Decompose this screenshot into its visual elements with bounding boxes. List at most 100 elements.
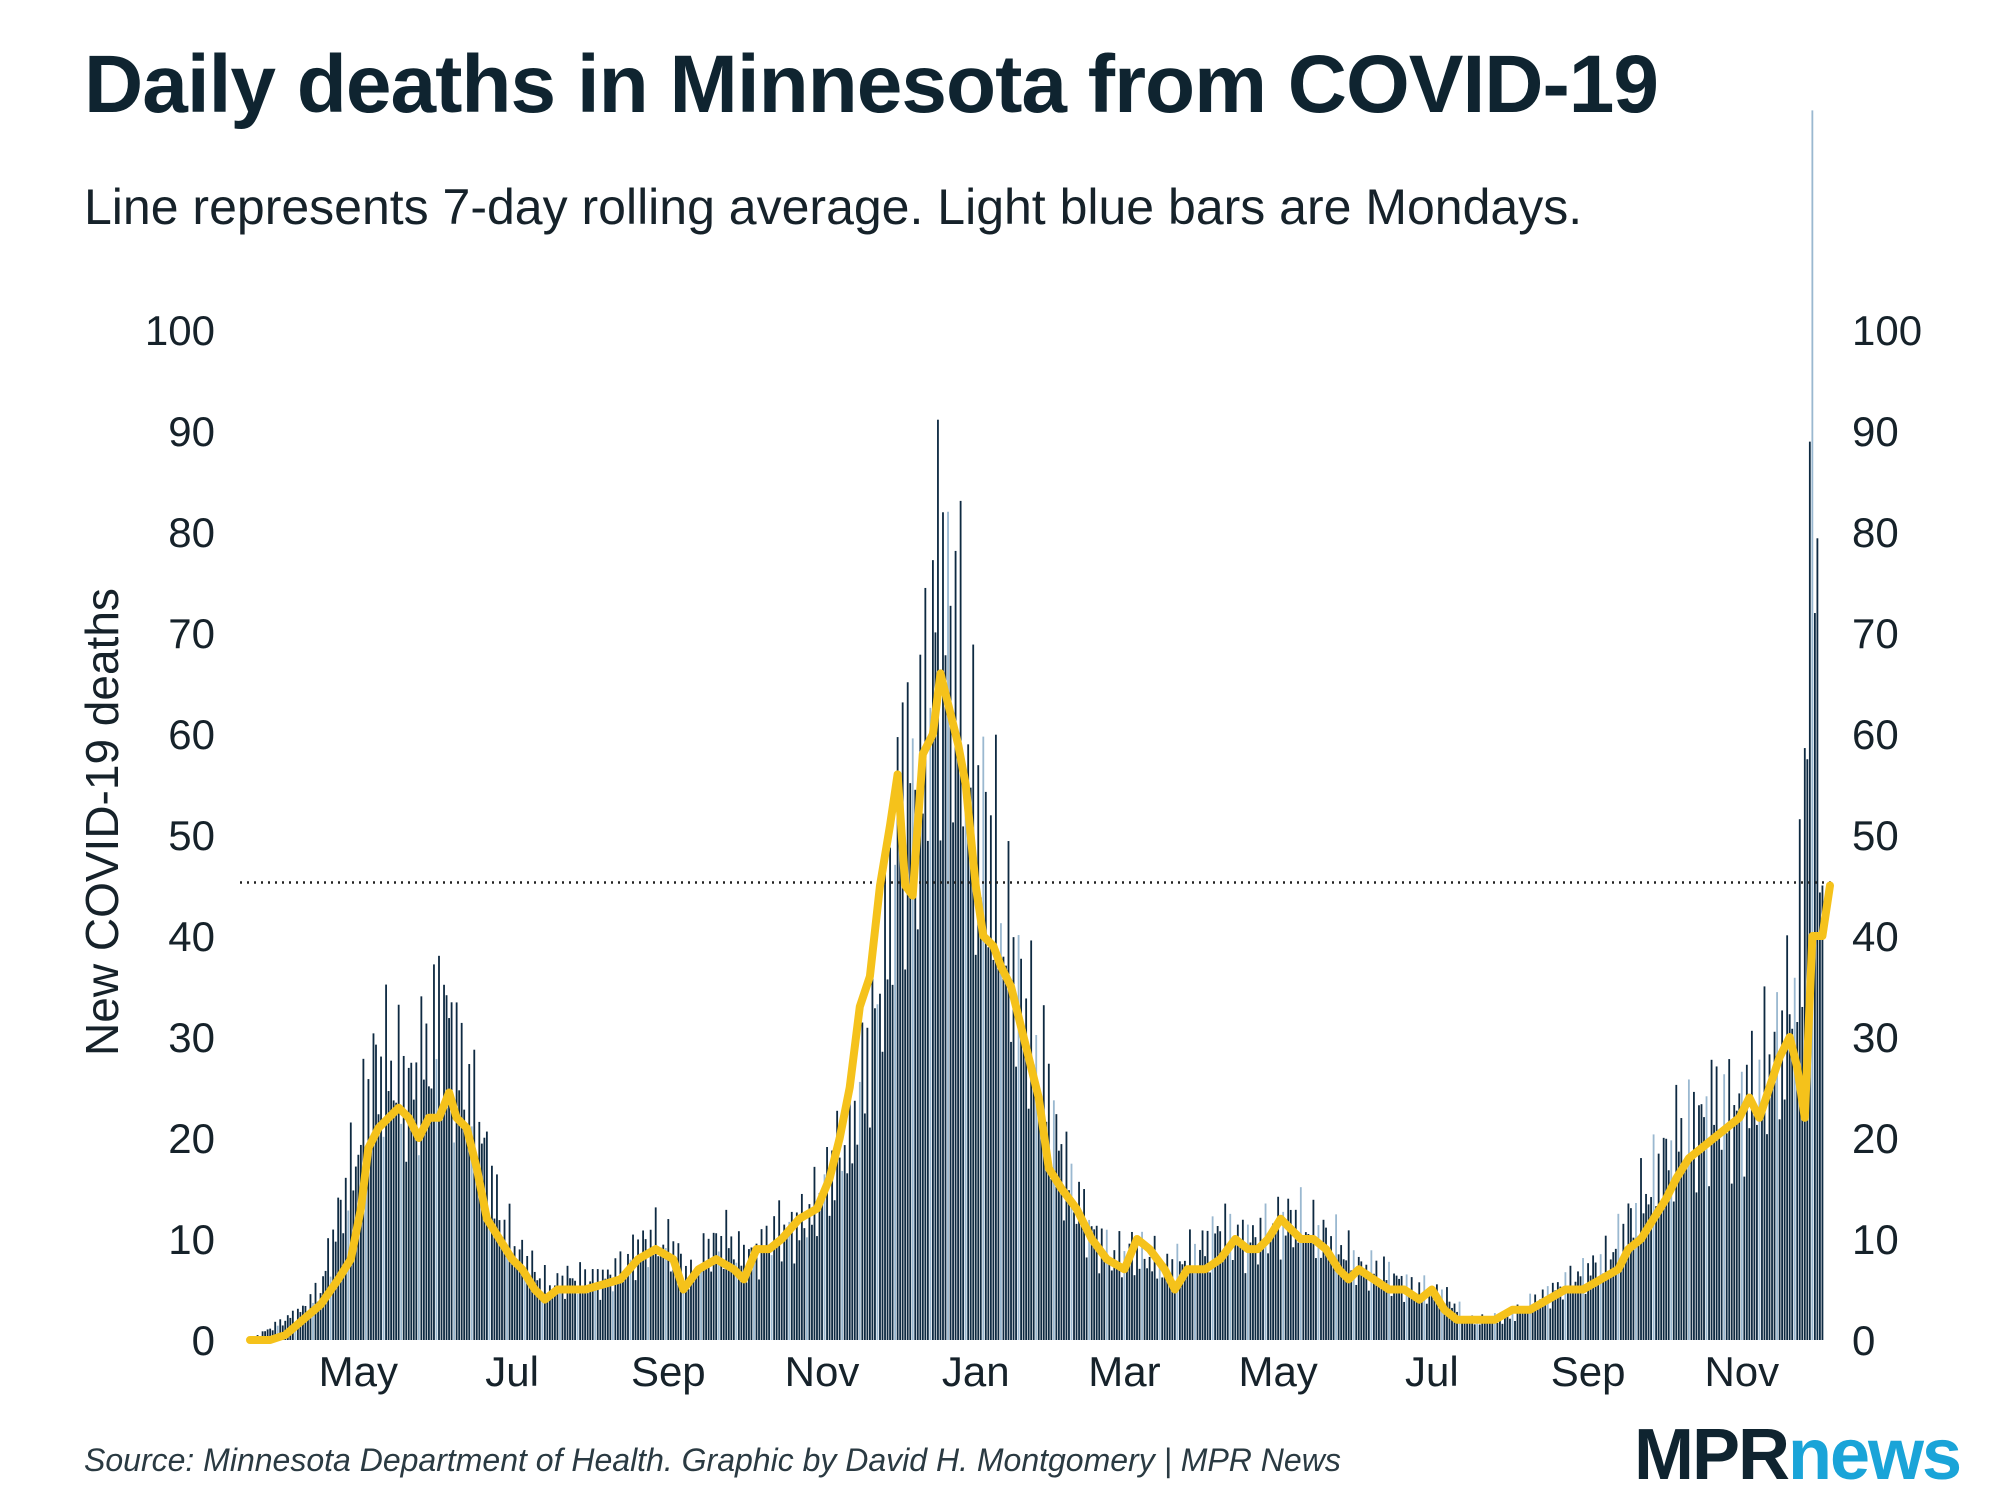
- daily-bar: [1335, 1214, 1337, 1340]
- daily-bar: [1821, 885, 1824, 1340]
- daily-bar: [1383, 1256, 1385, 1340]
- daily-bar: [1577, 1271, 1579, 1340]
- daily-bar: [1156, 1278, 1159, 1340]
- daily-bar: [1763, 986, 1766, 1340]
- daily-bar: [755, 1243, 758, 1340]
- daily-bar: [1330, 1236, 1332, 1340]
- daily-bar: [1708, 1186, 1710, 1340]
- daily-bar: [972, 644, 975, 1340]
- daily-bar: [1441, 1289, 1443, 1340]
- daily-bar: [485, 1131, 488, 1340]
- daily-bar: [1723, 1074, 1726, 1340]
- daily-bar: [916, 929, 919, 1340]
- daily-bar: [375, 1044, 377, 1340]
- daily-bar: [962, 826, 965, 1340]
- daily-bar: [359, 1144, 362, 1340]
- y-tick-label-left: 0: [192, 1317, 215, 1364]
- daily-bar: [1226, 1243, 1229, 1340]
- daily-bar: [680, 1253, 682, 1340]
- daily-bar: [1047, 1063, 1050, 1340]
- daily-bar: [1090, 1226, 1093, 1340]
- daily-bar: [798, 1240, 801, 1340]
- daily-bar: [778, 1200, 781, 1340]
- daily-bar: [906, 682, 909, 1340]
- daily-bar: [1602, 1273, 1605, 1340]
- daily-bar: [1151, 1271, 1154, 1340]
- daily-bar: [1448, 1301, 1451, 1340]
- daily-bar: [1390, 1295, 1393, 1340]
- daily-bar: [677, 1243, 680, 1340]
- daily-bar: [1675, 1084, 1678, 1340]
- daily-bar: [1662, 1137, 1665, 1340]
- daily-bar: [1768, 1054, 1771, 1340]
- daily-bar: [307, 1313, 309, 1340]
- daily-bar: [337, 1197, 340, 1340]
- daily-bar: [569, 1278, 571, 1340]
- daily-bar: [654, 1207, 657, 1340]
- daily-bar: [1120, 1277, 1123, 1340]
- daily-bar: [475, 1181, 478, 1340]
- daily-bar: [949, 605, 952, 1340]
- daily-bar: [1136, 1241, 1138, 1340]
- daily-bar: [599, 1299, 602, 1340]
- daily-bar: [1040, 1100, 1043, 1340]
- daily-bar: [1660, 1213, 1663, 1340]
- daily-bar: [1095, 1225, 1098, 1340]
- daily-bar: [725, 1209, 728, 1340]
- daily-bar: [261, 1331, 264, 1340]
- chart-title: Daily deaths in Minnesota from COVID-19: [84, 39, 1659, 130]
- daily-bar: [1808, 441, 1811, 1340]
- daily-bar: [833, 1200, 836, 1340]
- daily-bar: [1481, 1314, 1484, 1340]
- daily-bar: [1017, 935, 1020, 1340]
- daily-bar: [989, 815, 992, 1340]
- daily-bar: [1178, 1261, 1181, 1340]
- daily-bar: [768, 1251, 771, 1340]
- daily-bar: [1365, 1264, 1368, 1340]
- daily-bar: [1060, 1144, 1063, 1340]
- daily-bar: [1604, 1235, 1607, 1340]
- y-tick-label-right: 80: [1852, 509, 1899, 556]
- daily-bar: [1451, 1307, 1453, 1340]
- daily-bar: [1778, 1119, 1781, 1340]
- daily-bar: [1110, 1270, 1113, 1340]
- daily-bar: [821, 1204, 823, 1340]
- daily-bar: [488, 1223, 491, 1340]
- daily-bar: [735, 1262, 738, 1340]
- daily-bar: [571, 1278, 574, 1340]
- daily-bar: [1781, 1010, 1784, 1340]
- daily-bar: [1561, 1299, 1564, 1340]
- daily-bar: [811, 1224, 813, 1340]
- daily-bar: [1189, 1229, 1191, 1340]
- daily-bar: [1244, 1273, 1247, 1340]
- daily-bar: [869, 1127, 871, 1340]
- daily-bar: [319, 1293, 322, 1340]
- daily-bar: [1640, 1158, 1642, 1340]
- daily-bar: [1728, 1059, 1731, 1340]
- daily-bar: [1342, 1259, 1345, 1340]
- daily-bar: [1529, 1293, 1532, 1340]
- daily-bar: [1587, 1263, 1589, 1340]
- daily-bar: [1201, 1230, 1204, 1340]
- daily-bar: [1478, 1324, 1481, 1340]
- daily-bar: [889, 847, 891, 1340]
- daily-bar: [619, 1251, 622, 1340]
- daily-bar: [1395, 1275, 1398, 1340]
- daily-bar: [901, 702, 904, 1340]
- daily-bar: [617, 1277, 619, 1340]
- daily-bar: [876, 1004, 879, 1340]
- daily-bar: [1670, 1140, 1673, 1340]
- daily-bar: [813, 1166, 816, 1340]
- daily-bar: [808, 1204, 811, 1340]
- daily-bar: [556, 1273, 559, 1340]
- daily-bar: [1534, 1294, 1537, 1340]
- daily-bar: [1000, 923, 1002, 1340]
- daily-bar: [987, 947, 990, 1340]
- daily-bar: [1468, 1318, 1471, 1340]
- daily-bar: [1486, 1321, 1489, 1340]
- daily-bar: [743, 1244, 745, 1340]
- daily-bar: [624, 1268, 627, 1340]
- daily-bar: [1619, 1264, 1622, 1340]
- daily-bar: [1360, 1261, 1363, 1340]
- daily-bar: [1703, 1117, 1705, 1340]
